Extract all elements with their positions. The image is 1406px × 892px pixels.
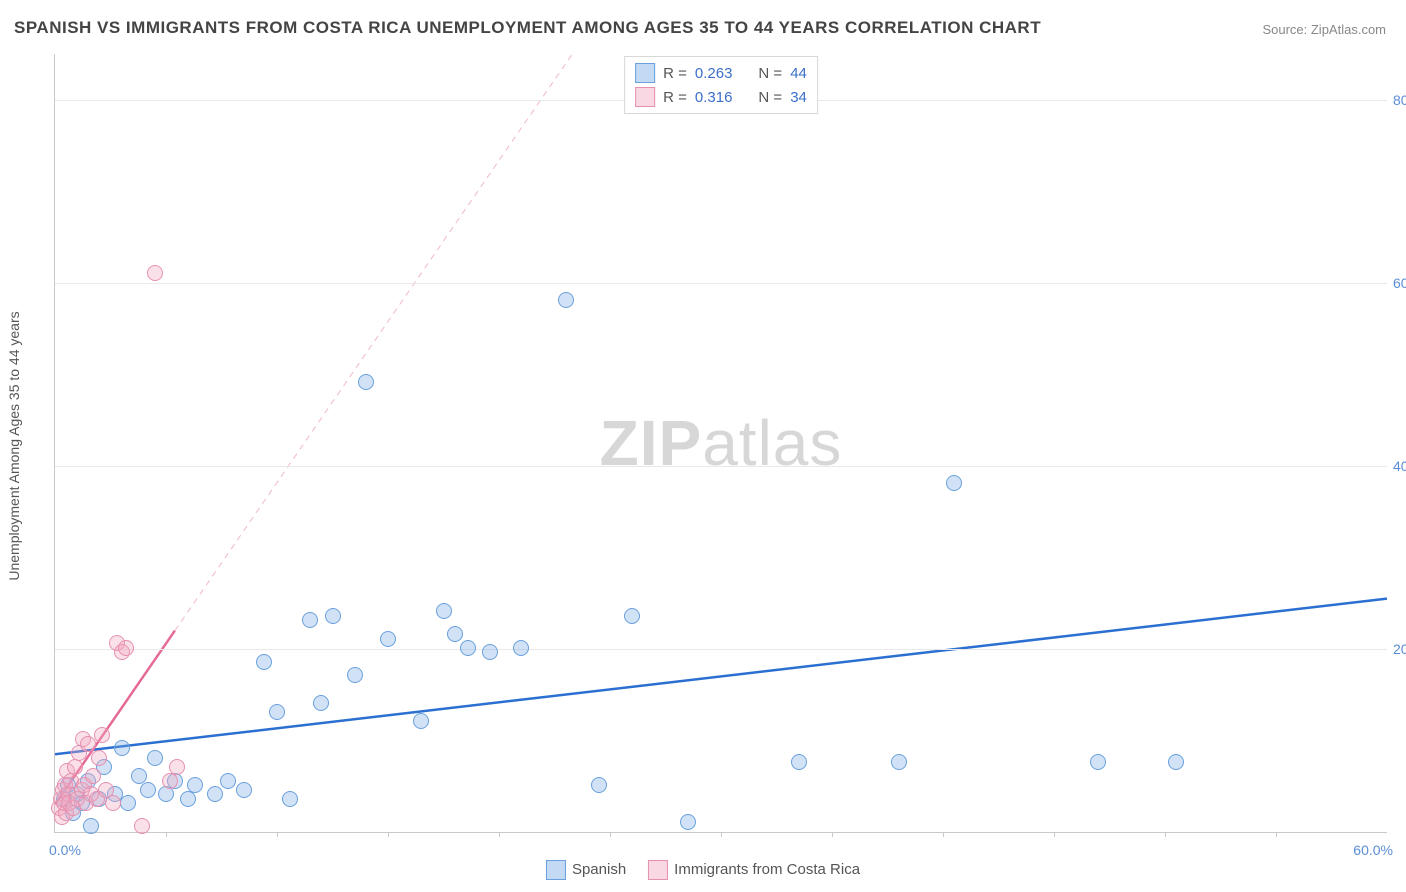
data-point [180,791,196,807]
data-point [791,754,807,770]
data-point [380,631,396,647]
data-point [313,695,329,711]
legend-swatch [635,63,655,83]
data-point [624,608,640,624]
data-point [447,626,463,642]
data-point [187,777,203,793]
gridline [55,283,1387,284]
data-point [120,795,136,811]
data-point [114,740,130,756]
data-point [158,786,174,802]
x-tick-label: 0.0% [49,842,81,858]
legend-n-value: 34 [790,89,807,106]
legend-swatch [546,860,566,880]
chart-title: SPANISH VS IMMIGRANTS FROM COSTA RICA UN… [14,18,1041,38]
data-point [140,782,156,798]
data-point [94,727,110,743]
data-point [147,265,163,281]
legend-n-label: N = [758,89,782,106]
data-point [162,773,178,789]
data-point [460,640,476,656]
y-axis-label: Unemployment Among Ages 35 to 44 years [6,311,22,580]
data-point [105,795,121,811]
data-point [347,667,363,683]
legend-series-item: Immigrants from Costa Rica [648,860,860,880]
data-point [302,612,318,628]
watermark-bold: ZIP [600,407,703,479]
data-point [513,640,529,656]
x-tick-mark [1165,832,1166,837]
data-point [256,654,272,670]
data-point [147,750,163,766]
data-point [482,644,498,660]
legend-series: Spanish Immigrants from Costa Rica [546,860,860,880]
legend-series-label: Immigrants from Costa Rica [674,861,860,878]
x-tick-mark [610,832,611,837]
legend-series-item: Spanish [546,860,626,880]
legend-correlation: R = 0.263 N = 44 R = 0.316 N = 34 [624,56,818,114]
x-tick-mark [943,832,944,837]
y-tick-label: 80.0% [1393,92,1406,108]
data-point [236,782,252,798]
x-tick-mark [388,832,389,837]
legend-swatch [648,860,668,880]
data-point [282,791,298,807]
legend-r-value: 0.316 [695,89,733,106]
x-tick-mark [277,832,278,837]
watermark-rest: atlas [702,407,842,479]
legend-swatch [635,87,655,107]
legend-n-label: N = [758,65,782,82]
legend-series-label: Spanish [572,861,626,878]
watermark: ZIPatlas [600,406,843,480]
legend-r-value: 0.263 [695,65,733,82]
data-point [83,818,99,834]
plot-area: ZIPatlas 20.0%40.0%60.0%80.0% 0.0%60.0% … [54,54,1387,833]
data-point [134,818,150,834]
legend-correlation-row: R = 0.316 N = 34 [635,85,807,109]
legend-r-label: R = [663,65,687,82]
data-point [436,603,452,619]
data-point [413,713,429,729]
data-point [91,750,107,766]
gridline [55,466,1387,467]
data-point [358,374,374,390]
data-point [67,759,83,775]
data-point [207,786,223,802]
trend-line-extrapolated [175,54,572,631]
gridline [55,649,1387,650]
data-point [1090,754,1106,770]
data-point [591,777,607,793]
data-point [85,768,101,784]
data-point [680,814,696,830]
x-tick-mark [721,832,722,837]
trend-lines [55,54,1387,832]
y-tick-label: 20.0% [1393,641,1406,657]
x-tick-label: 60.0% [1353,842,1393,858]
data-point [558,292,574,308]
x-tick-mark [1054,832,1055,837]
source-attribution: Source: ZipAtlas.com [1262,22,1386,37]
x-tick-mark [166,832,167,837]
y-tick-label: 60.0% [1393,275,1406,291]
trend-line [55,599,1387,755]
legend-n-value: 44 [790,65,807,82]
data-point [1168,754,1184,770]
data-point [220,773,236,789]
legend-r-label: R = [663,89,687,106]
y-tick-label: 40.0% [1393,458,1406,474]
data-point [118,640,134,656]
data-point [169,759,185,775]
x-tick-mark [1276,832,1277,837]
x-tick-mark [499,832,500,837]
data-point [891,754,907,770]
legend-correlation-row: R = 0.263 N = 44 [635,61,807,85]
data-point [269,704,285,720]
data-point [946,475,962,491]
x-tick-mark [832,832,833,837]
data-point [325,608,341,624]
